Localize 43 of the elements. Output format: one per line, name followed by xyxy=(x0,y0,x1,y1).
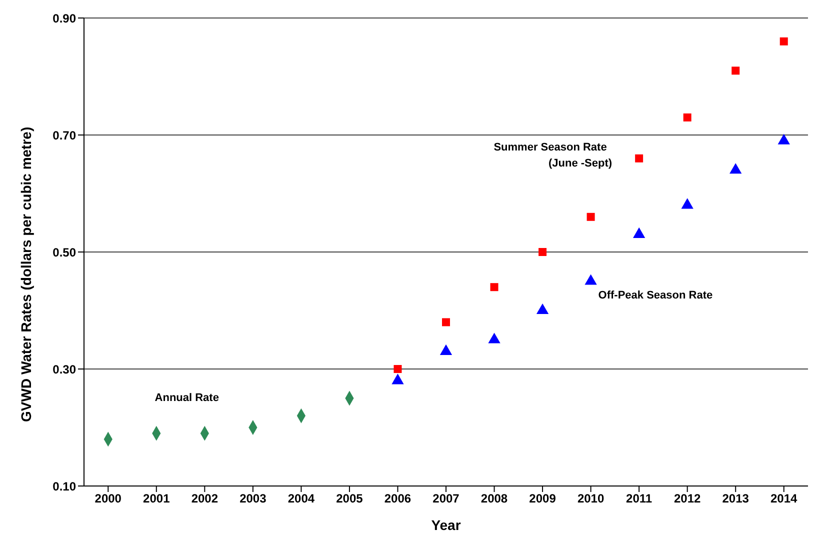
point xyxy=(635,154,644,162)
y-tick-label: 0.10 xyxy=(52,479,76,494)
point xyxy=(394,365,402,373)
text: Annual Rate xyxy=(154,392,219,404)
point xyxy=(538,248,547,256)
x-tick-label: 2013 xyxy=(722,492,750,506)
point xyxy=(683,113,692,122)
text: Summer Season Rate (June -Sept) xyxy=(494,141,612,170)
x-axis-title: Year xyxy=(431,517,462,533)
y-tick-label: 0.50 xyxy=(52,245,76,260)
x-tick-label: 2006 xyxy=(384,492,412,506)
x-tick-label: 2010 xyxy=(577,492,604,506)
point xyxy=(778,134,790,144)
series-label: Off-Peak Season Rate xyxy=(598,290,713,302)
point xyxy=(490,283,498,292)
point xyxy=(632,227,646,238)
x-tick-label: 2009 xyxy=(529,492,556,506)
point xyxy=(440,344,452,355)
point xyxy=(586,212,595,221)
x-tick-label: 2005 xyxy=(336,492,364,506)
point xyxy=(488,332,500,344)
point xyxy=(730,163,742,174)
x-tick-label: 2001 xyxy=(143,492,170,506)
point xyxy=(442,318,450,326)
x-tick-label: 2008 xyxy=(480,492,508,506)
y-tick-label: 0.70 xyxy=(52,128,76,142)
y-tick-label: 0.30 xyxy=(52,362,76,376)
y-axis-title: GVWD Water Rates (dollars per cubic metre) xyxy=(18,126,34,422)
x-tick-label: 2012 xyxy=(674,492,702,506)
point xyxy=(392,374,404,384)
x-tick-label: 2003 xyxy=(240,492,267,506)
x-tick-label: 2014 xyxy=(770,492,798,506)
x-tick-label: 2011 xyxy=(626,492,652,506)
y-tick-label: 0.90 xyxy=(52,11,76,26)
point xyxy=(584,274,597,285)
point xyxy=(732,66,740,75)
x-tick-label: 2000 xyxy=(94,492,122,506)
point xyxy=(681,198,694,209)
x-tick-label: 2002 xyxy=(191,492,218,506)
point xyxy=(780,37,788,46)
point xyxy=(536,303,549,314)
x-tick-label: 2007 xyxy=(432,492,460,506)
x-tick-label: 2004 xyxy=(288,492,315,506)
